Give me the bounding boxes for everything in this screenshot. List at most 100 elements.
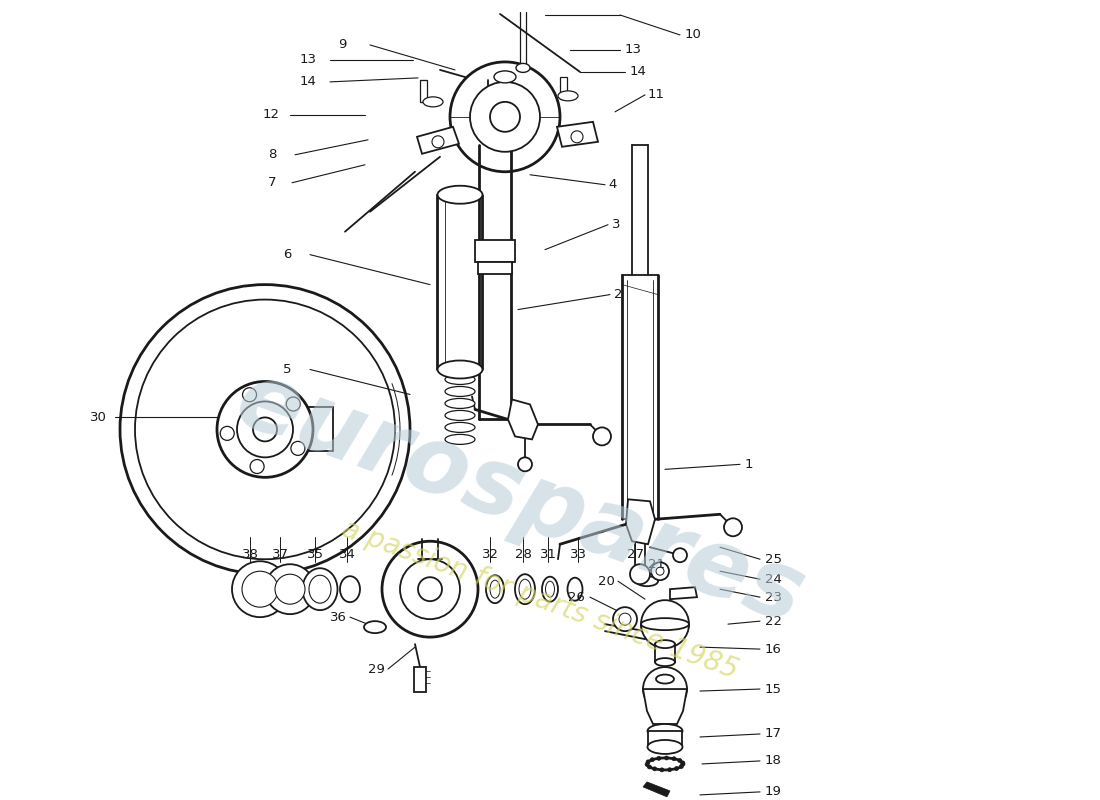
Circle shape — [630, 564, 650, 584]
Text: 31: 31 — [539, 548, 557, 561]
Polygon shape — [626, 499, 654, 544]
Polygon shape — [417, 127, 459, 154]
Circle shape — [650, 758, 654, 762]
Circle shape — [400, 559, 460, 619]
Ellipse shape — [446, 434, 475, 444]
Text: 12: 12 — [263, 108, 280, 122]
Polygon shape — [644, 689, 688, 724]
Text: 13: 13 — [300, 54, 317, 66]
Bar — [475, 240, 515, 262]
Text: 16: 16 — [764, 642, 782, 655]
Ellipse shape — [438, 361, 483, 378]
Text: 18: 18 — [764, 754, 782, 767]
Circle shape — [242, 388, 256, 402]
Bar — [560, 77, 566, 99]
Circle shape — [286, 397, 300, 411]
Bar — [414, 667, 426, 692]
Text: 7: 7 — [268, 176, 276, 190]
Circle shape — [236, 402, 293, 458]
Circle shape — [681, 761, 684, 765]
Polygon shape — [508, 399, 538, 439]
Circle shape — [571, 131, 583, 143]
Circle shape — [135, 299, 395, 559]
Text: a passion for parts since 1985: a passion for parts since 1985 — [338, 514, 741, 684]
Ellipse shape — [568, 578, 583, 601]
Circle shape — [668, 768, 672, 772]
Circle shape — [644, 667, 688, 711]
Text: 11: 11 — [648, 88, 666, 102]
Circle shape — [265, 564, 315, 614]
Ellipse shape — [446, 410, 475, 421]
Text: 9: 9 — [338, 38, 346, 51]
Text: 32: 32 — [482, 548, 498, 561]
Ellipse shape — [446, 374, 475, 385]
Ellipse shape — [654, 640, 675, 648]
Circle shape — [651, 562, 669, 580]
Circle shape — [664, 756, 669, 760]
Ellipse shape — [636, 576, 658, 586]
Circle shape — [250, 459, 264, 474]
Circle shape — [217, 382, 314, 478]
Text: 38: 38 — [242, 548, 258, 561]
Text: 6: 6 — [283, 248, 292, 261]
Circle shape — [619, 613, 631, 625]
Ellipse shape — [424, 97, 443, 107]
Text: 21: 21 — [648, 558, 666, 570]
Circle shape — [681, 762, 685, 766]
Ellipse shape — [558, 91, 578, 101]
Text: 20: 20 — [598, 574, 615, 588]
Text: 29: 29 — [368, 662, 385, 675]
Text: 13: 13 — [625, 43, 642, 57]
Text: 34: 34 — [339, 548, 355, 561]
Text: 1: 1 — [745, 458, 754, 471]
Ellipse shape — [656, 674, 674, 683]
Circle shape — [660, 768, 664, 772]
Circle shape — [678, 758, 682, 762]
Circle shape — [220, 426, 234, 440]
Ellipse shape — [446, 386, 475, 397]
Bar — [478, 262, 512, 274]
Circle shape — [648, 765, 651, 769]
Circle shape — [450, 62, 560, 172]
Polygon shape — [644, 782, 670, 797]
Text: 14: 14 — [630, 66, 647, 78]
Text: 8: 8 — [268, 148, 276, 162]
Ellipse shape — [446, 398, 475, 409]
Circle shape — [652, 767, 657, 771]
Ellipse shape — [546, 581, 554, 597]
Text: eurospares: eurospares — [223, 354, 816, 645]
Circle shape — [673, 548, 688, 562]
Ellipse shape — [490, 580, 500, 598]
Circle shape — [242, 571, 278, 607]
Text: 24: 24 — [764, 573, 782, 586]
Circle shape — [641, 600, 689, 648]
Text: 4: 4 — [608, 178, 616, 191]
Circle shape — [645, 762, 649, 766]
Ellipse shape — [516, 63, 530, 72]
Bar — [648, 731, 682, 747]
Circle shape — [680, 765, 683, 769]
Text: 15: 15 — [764, 682, 782, 695]
Text: 23: 23 — [764, 590, 782, 604]
Ellipse shape — [309, 575, 331, 603]
Text: 28: 28 — [515, 548, 531, 561]
Ellipse shape — [648, 740, 682, 754]
Ellipse shape — [486, 575, 504, 603]
Text: 36: 36 — [330, 610, 346, 624]
Text: 2: 2 — [614, 288, 623, 301]
Circle shape — [232, 562, 288, 617]
Text: 22: 22 — [764, 614, 782, 628]
Text: 33: 33 — [570, 548, 586, 561]
Ellipse shape — [654, 658, 675, 666]
Circle shape — [470, 82, 540, 152]
Text: 10: 10 — [685, 29, 702, 42]
Text: 19: 19 — [764, 786, 782, 798]
Text: 27: 27 — [627, 548, 644, 561]
Bar — [654, 644, 675, 662]
Text: 3: 3 — [612, 218, 620, 231]
Circle shape — [724, 518, 743, 536]
Circle shape — [518, 458, 532, 471]
Circle shape — [290, 442, 305, 455]
Circle shape — [656, 567, 664, 575]
Circle shape — [120, 285, 410, 574]
